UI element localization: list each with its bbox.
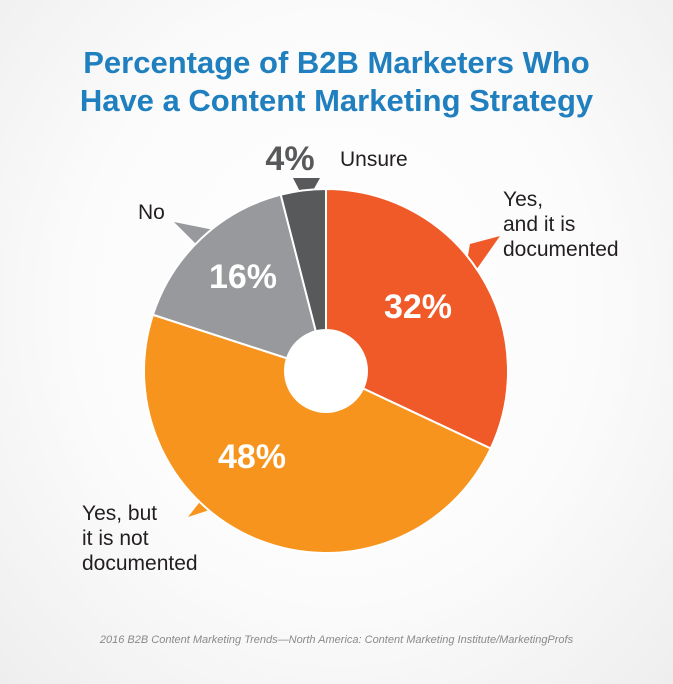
chart-title: Percentage of B2B Marketers Who Have a C… (0, 44, 673, 120)
pie-slice (325, 187, 509, 450)
chart-title-line-2: Have a Content Marketing Strategy (79, 83, 594, 118)
chart-title-line-1: Percentage of B2B Marketers Who (83, 45, 590, 80)
category-label: Yes, and it is documented (503, 188, 619, 261)
category-label: Yes, but it is not documented (82, 502, 198, 575)
pie-slice (279, 187, 327, 372)
data-label: 48% (218, 438, 286, 476)
data-label: 32% (384, 288, 452, 326)
pie-slice (143, 313, 493, 554)
data-label: 16% (209, 258, 277, 296)
data-label: 4% (265, 140, 314, 178)
pie-slice (151, 193, 328, 373)
category-label: No (138, 201, 165, 224)
donut-hole (284, 329, 368, 413)
category-label: Unsure (340, 148, 408, 171)
source-note: 2016 B2B Content Marketing Trends—North … (99, 634, 574, 646)
